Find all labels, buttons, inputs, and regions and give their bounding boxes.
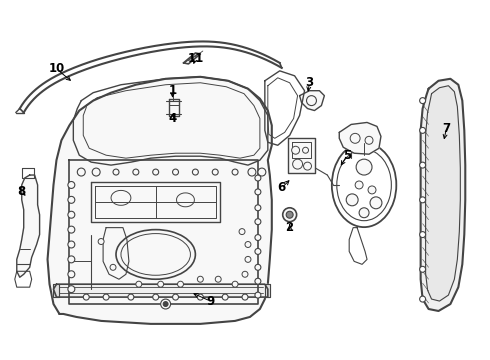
Circle shape	[365, 136, 373, 144]
Circle shape	[292, 146, 299, 154]
Circle shape	[245, 242, 251, 247]
Circle shape	[177, 281, 183, 287]
Circle shape	[248, 168, 256, 176]
Circle shape	[163, 302, 168, 306]
Circle shape	[68, 286, 75, 293]
Circle shape	[232, 281, 238, 287]
Circle shape	[110, 264, 116, 270]
Circle shape	[302, 147, 309, 153]
Circle shape	[153, 294, 159, 300]
Text: 7: 7	[442, 122, 450, 135]
Circle shape	[83, 294, 89, 300]
Circle shape	[68, 241, 75, 248]
Circle shape	[283, 208, 296, 222]
Circle shape	[255, 278, 261, 284]
Text: 10: 10	[49, 62, 65, 75]
Circle shape	[212, 169, 218, 175]
Circle shape	[293, 159, 302, 169]
Polygon shape	[265, 284, 270, 297]
Circle shape	[255, 205, 261, 211]
Circle shape	[172, 169, 178, 175]
Text: 2: 2	[286, 221, 294, 234]
Polygon shape	[17, 175, 40, 277]
Circle shape	[255, 175, 261, 181]
Text: 5: 5	[343, 149, 351, 162]
Circle shape	[419, 296, 426, 302]
Circle shape	[419, 231, 426, 238]
Circle shape	[153, 169, 159, 175]
Circle shape	[68, 211, 75, 218]
Circle shape	[161, 299, 171, 309]
Circle shape	[370, 197, 382, 209]
Circle shape	[419, 98, 426, 104]
Circle shape	[193, 169, 198, 175]
Text: 1: 1	[169, 84, 176, 97]
Polygon shape	[53, 284, 59, 297]
Polygon shape	[426, 86, 460, 301]
Circle shape	[350, 133, 360, 143]
Circle shape	[286, 211, 293, 218]
Circle shape	[245, 256, 251, 262]
Circle shape	[419, 162, 426, 168]
Polygon shape	[299, 91, 324, 111]
Circle shape	[68, 256, 75, 263]
Circle shape	[128, 294, 134, 300]
Circle shape	[239, 229, 245, 235]
Circle shape	[255, 264, 261, 270]
Circle shape	[258, 168, 266, 176]
Circle shape	[307, 96, 317, 105]
Text: 11: 11	[187, 53, 203, 66]
Polygon shape	[53, 284, 268, 297]
Circle shape	[255, 219, 261, 225]
Text: 3: 3	[305, 76, 314, 89]
Circle shape	[68, 226, 75, 233]
Text: 9: 9	[206, 294, 215, 307]
Circle shape	[172, 294, 178, 300]
Circle shape	[419, 197, 426, 203]
Circle shape	[242, 294, 248, 300]
Polygon shape	[339, 122, 381, 154]
Circle shape	[98, 239, 104, 244]
Text: 8: 8	[18, 185, 26, 198]
Circle shape	[197, 294, 203, 300]
Circle shape	[255, 292, 261, 298]
Circle shape	[303, 162, 312, 170]
Circle shape	[92, 168, 100, 176]
Circle shape	[158, 281, 164, 287]
Circle shape	[355, 181, 363, 189]
Text: 4: 4	[169, 112, 177, 125]
Circle shape	[232, 169, 238, 175]
Circle shape	[113, 169, 119, 175]
Polygon shape	[288, 138, 316, 173]
Circle shape	[419, 266, 426, 272]
Polygon shape	[420, 79, 466, 311]
Polygon shape	[48, 77, 272, 324]
Circle shape	[255, 189, 261, 195]
Circle shape	[77, 168, 85, 176]
Circle shape	[222, 294, 228, 300]
Circle shape	[68, 196, 75, 203]
Circle shape	[356, 159, 372, 175]
Circle shape	[136, 281, 142, 287]
Circle shape	[359, 208, 369, 218]
Circle shape	[197, 276, 203, 282]
Circle shape	[242, 271, 248, 277]
Circle shape	[419, 127, 426, 133]
Circle shape	[255, 235, 261, 240]
Circle shape	[346, 194, 358, 206]
Circle shape	[68, 271, 75, 278]
Text: 6: 6	[278, 181, 286, 194]
Circle shape	[368, 186, 376, 194]
Circle shape	[215, 276, 221, 282]
Circle shape	[255, 248, 261, 255]
Circle shape	[103, 294, 109, 300]
Circle shape	[133, 169, 139, 175]
Circle shape	[68, 181, 75, 188]
